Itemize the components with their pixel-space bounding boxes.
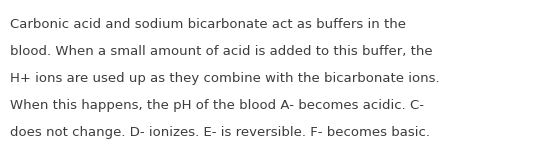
Text: When this happens, the pH of the blood A- becomes acidic. C-: When this happens, the pH of the blood A… xyxy=(10,99,424,112)
Text: does not change. D- ionizes. E- is reversible. F- becomes basic.: does not change. D- ionizes. E- is rever… xyxy=(10,126,430,139)
Text: Carbonic acid and sodium bicarbonate act as buffers in the: Carbonic acid and sodium bicarbonate act… xyxy=(10,18,406,31)
Text: H+ ions are used up as they combine with the bicarbonate ions.: H+ ions are used up as they combine with… xyxy=(10,72,440,85)
Text: blood. When a small amount of acid is added to this buffer, the: blood. When a small amount of acid is ad… xyxy=(10,45,432,58)
